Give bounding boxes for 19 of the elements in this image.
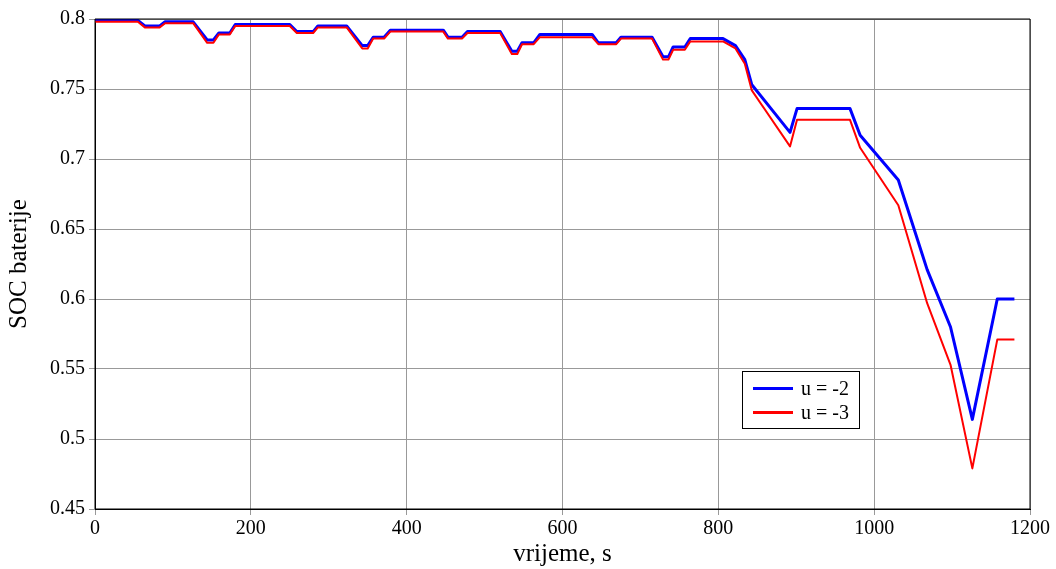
legend-label: u = -2 <box>801 376 849 400</box>
x-tick-label: 1200 <box>1010 516 1050 539</box>
y-tick-label: 0.5 <box>60 426 85 449</box>
x-tick-label: 800 <box>703 516 734 539</box>
x-tick-label: 600 <box>547 516 578 539</box>
x-tick-label: 1000 <box>854 516 895 539</box>
x-tick-label: 0 <box>90 516 100 539</box>
y-tick-label: 0.7 <box>60 146 85 169</box>
y-axis-title: SOC baterije <box>3 199 31 329</box>
y-tick-label: 0.75 <box>50 76 85 99</box>
y-tick-label: 0.45 <box>50 496 85 519</box>
y-tick-label: 0.65 <box>50 216 85 239</box>
x-tick-label: 400 <box>391 516 422 539</box>
legend-label: u = -3 <box>801 400 849 424</box>
x-axis-title: vrijeme, s <box>513 538 612 566</box>
y-tick-label: 0.6 <box>60 286 85 309</box>
x-tick-label: 200 <box>235 516 266 539</box>
y-tick-label: 0.55 <box>50 356 85 379</box>
y-tick-label: 0.8 <box>60 6 85 29</box>
